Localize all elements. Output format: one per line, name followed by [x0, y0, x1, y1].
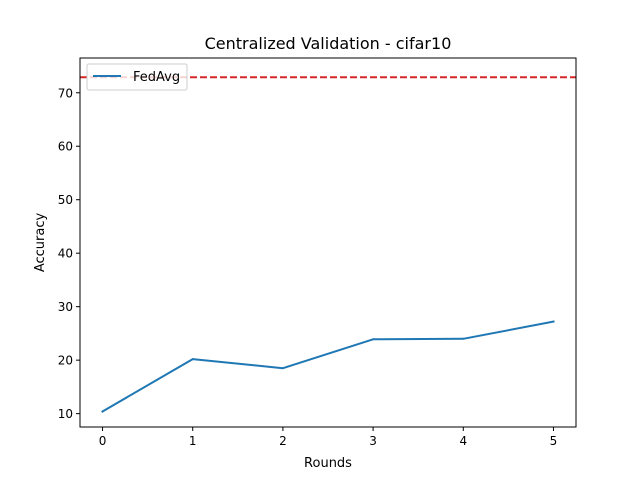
series-line-fedavg — [101, 320, 555, 413]
x-tick-label: 1 — [189, 434, 197, 448]
data-point — [552, 320, 555, 323]
data-point — [101, 410, 104, 413]
y-tick-label: 10 — [58, 407, 73, 421]
y-tick-label: 50 — [58, 193, 73, 207]
data-point — [372, 338, 375, 341]
data-point — [462, 337, 465, 340]
chart-title: Centralized Validation - cifar10 — [205, 34, 452, 53]
y-tick-label: 20 — [58, 354, 73, 368]
legend-label-fedavg: FedAvg — [133, 70, 180, 85]
y-tick-label: 40 — [58, 247, 73, 261]
data-point — [281, 367, 284, 370]
x-axis-label: Rounds — [304, 456, 352, 471]
x-tick-label: 2 — [279, 434, 287, 448]
x-tick-label: 5 — [550, 434, 558, 448]
y-axis-label: Accuracy — [33, 213, 48, 273]
plot-frame — [79, 57, 577, 428]
legend-box — [86, 63, 188, 91]
data-point — [191, 358, 194, 361]
y-tick-label: 30 — [58, 300, 73, 314]
y-tick-label: 60 — [58, 140, 73, 154]
plot-background — [80, 58, 576, 427]
y-tick-label: 70 — [58, 86, 73, 100]
legend: FedAvg — [86, 63, 188, 91]
x-tick-label: 4 — [459, 434, 467, 448]
x-tick-label: 3 — [369, 434, 377, 448]
x-tick-label: 0 — [99, 434, 107, 448]
